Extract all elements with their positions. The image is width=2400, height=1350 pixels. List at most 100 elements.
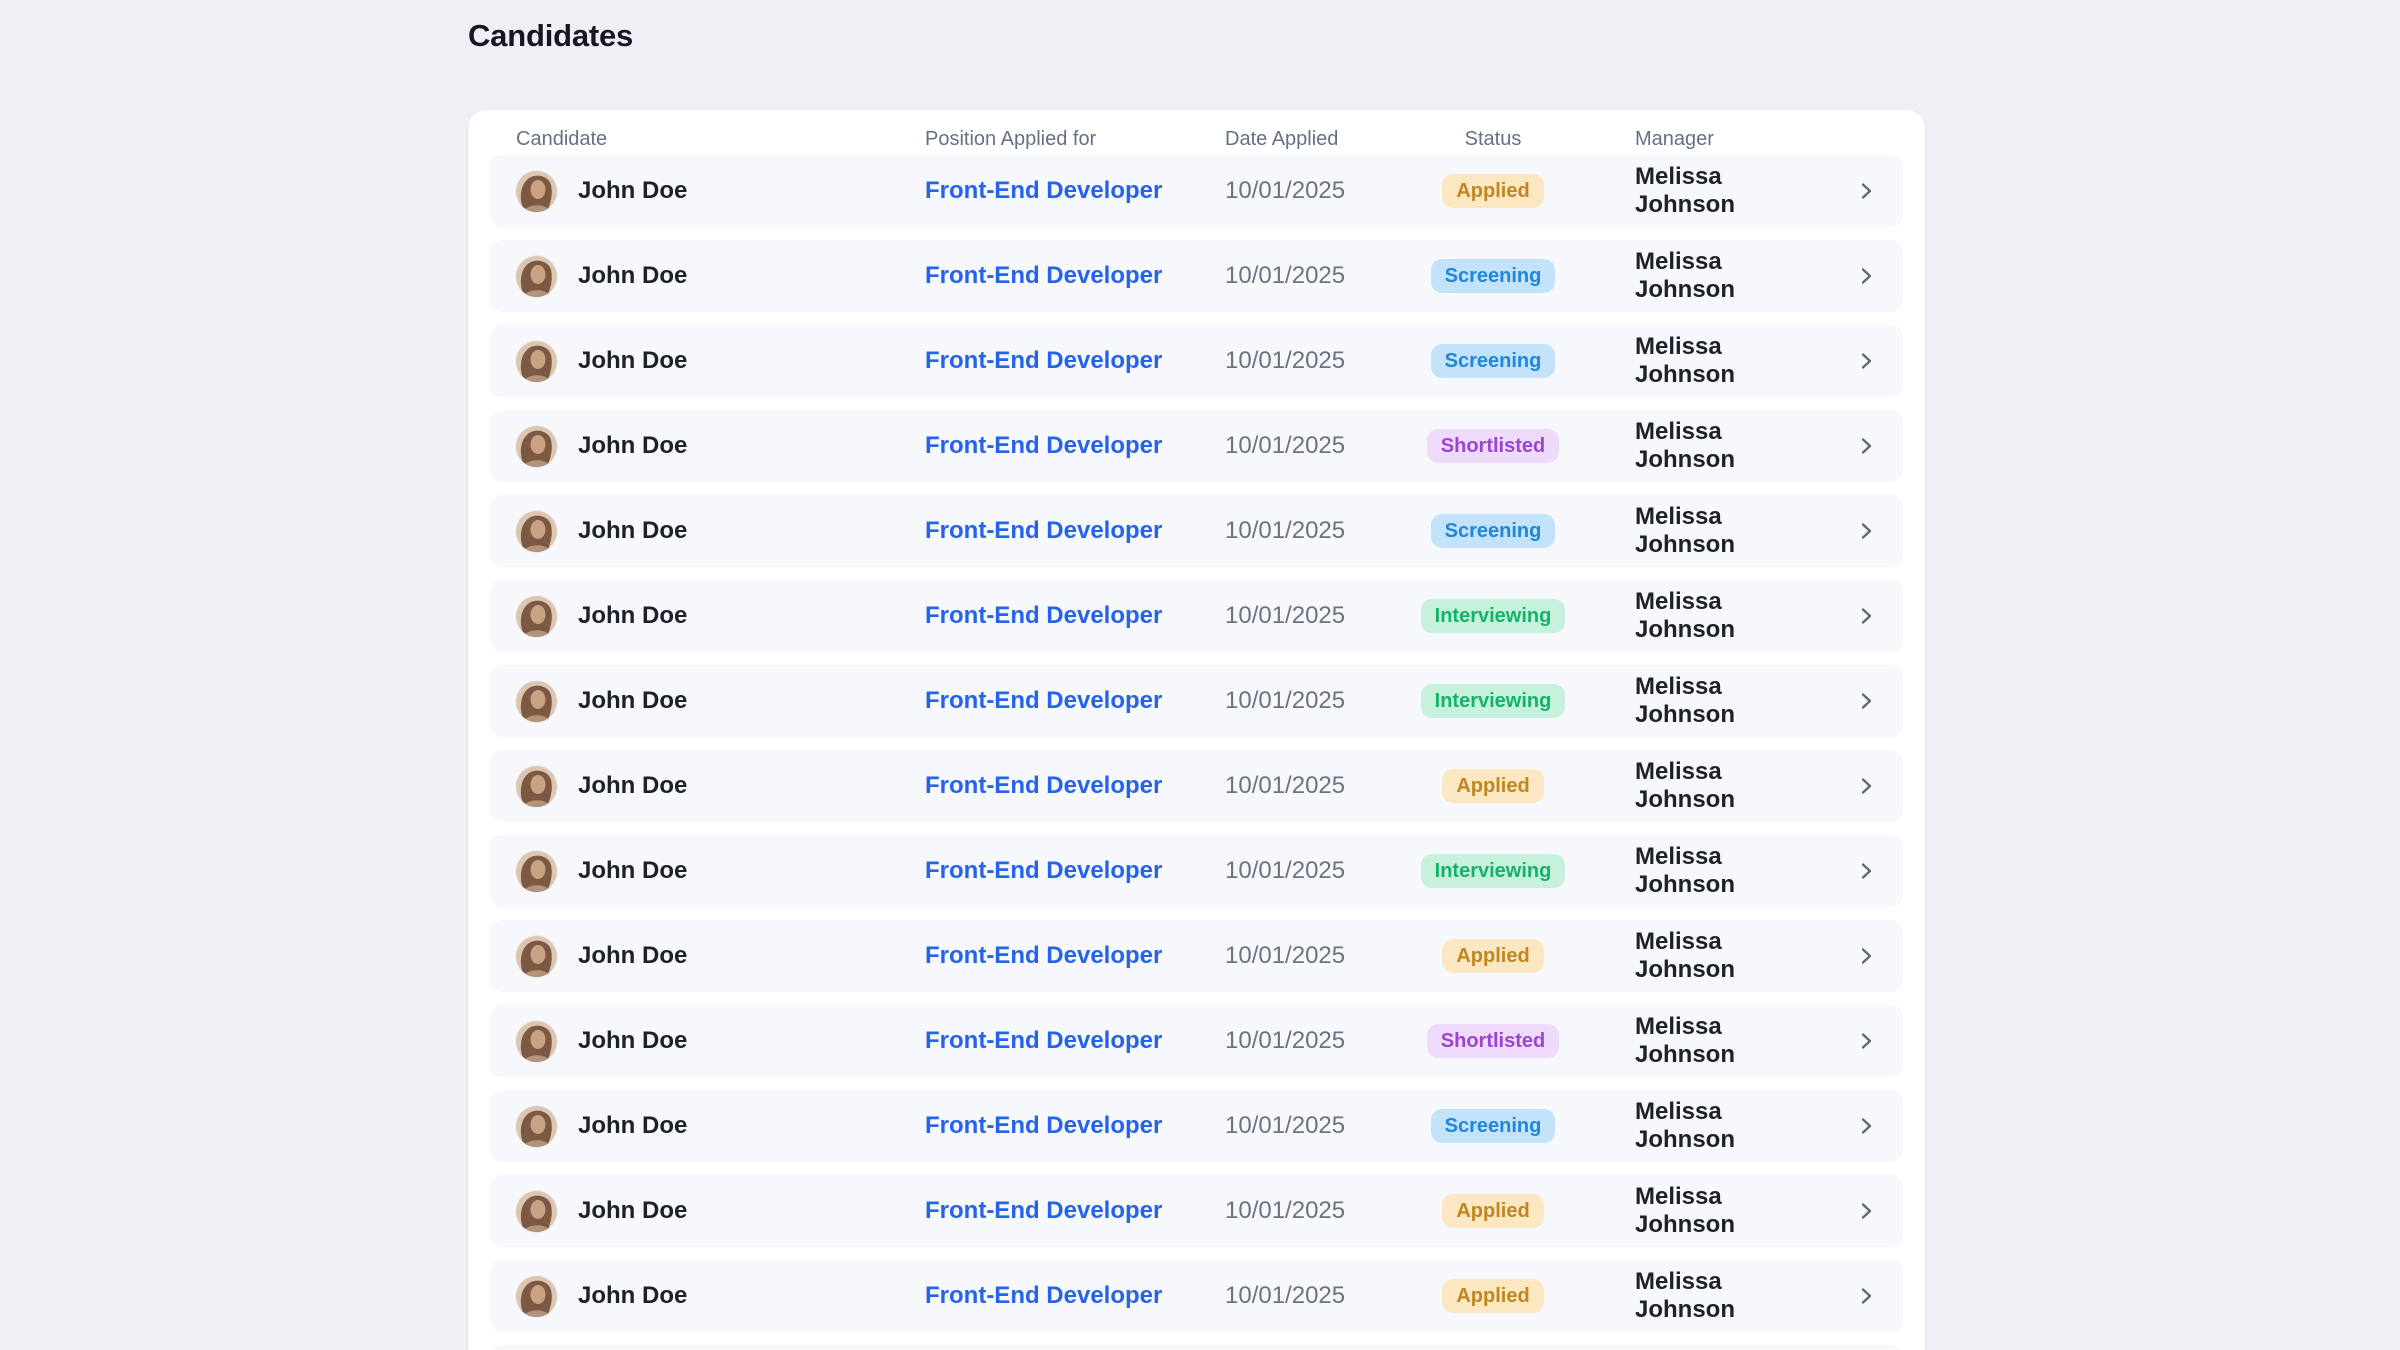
candidate-cell: John Doe [516, 170, 925, 212]
manager-name: Melissa Johnson [1635, 248, 1735, 303]
candidate-cell: John Doe [516, 510, 925, 552]
table-row[interactable]: John Doe Front-End Developer 10/01/2025 … [490, 750, 1903, 822]
column-header-status: Status [1464, 128, 1522, 150]
candidate-name: John Doe [578, 517, 688, 544]
table-row[interactable]: John Doe Front-End Developer 10/01/2025 … [490, 240, 1903, 312]
candidate-name: John Doe [578, 687, 688, 714]
manager-name: Melissa Johnson [1635, 1183, 1735, 1238]
chevron-right-icon [1855, 265, 1877, 287]
candidates-list: John Doe Front-End Developer 10/01/2025 … [490, 155, 1903, 1350]
avatar [516, 935, 557, 977]
position-link[interactable]: Front-End Developer [925, 602, 1163, 629]
date-applied: 10/01/2025 [1225, 772, 1346, 799]
position-link[interactable]: Front-End Developer [925, 1027, 1163, 1054]
table-row[interactable]: John Doe Front-End Developer 10/01/2025 … [490, 1005, 1903, 1077]
table-row[interactable]: John Doe Front-End Developer 10/01/2025 … [490, 835, 1903, 907]
position-link[interactable]: Front-End Developer [925, 432, 1163, 459]
position-link[interactable]: Front-End Developer [925, 347, 1163, 374]
table-row[interactable]: John Doe Front-End Developer 10/01/2025 … [490, 1260, 1903, 1332]
date-applied: 10/01/2025 [1225, 942, 1346, 969]
date-applied: 10/01/2025 [1225, 857, 1346, 884]
candidate-name: John Doe [578, 1112, 688, 1139]
manager-name: Melissa Johnson [1635, 673, 1735, 728]
chevron-right-icon [1855, 180, 1877, 202]
candidate-name: John Doe [578, 1197, 688, 1224]
position-link[interactable]: Front-End Developer [925, 857, 1163, 884]
status-badge: Interviewing [1420, 599, 1566, 633]
candidate-cell: John Doe [516, 255, 925, 297]
position-link[interactable]: Front-End Developer [925, 772, 1163, 799]
chevron-right-icon [1855, 350, 1877, 372]
chevron-right-icon [1855, 860, 1877, 882]
table-row[interactable]: John Doe Front-End Developer 10/01/2025 … [490, 1090, 1903, 1162]
candidate-cell: John Doe [516, 765, 925, 807]
table-row[interactable]: John Doe Front-End Developer 10/01/2025 … [490, 410, 1903, 482]
candidate-cell: John Doe [516, 850, 925, 892]
chevron-right-icon [1855, 775, 1877, 797]
position-link[interactable]: Front-End Developer [925, 1282, 1163, 1309]
table-row[interactable]: John Doe Front-End Developer 10/01/2025 … [490, 580, 1903, 652]
candidate-name: John Doe [578, 942, 688, 969]
manager-name: Melissa Johnson [1635, 588, 1735, 643]
avatar [516, 255, 557, 297]
avatar [516, 1190, 557, 1232]
position-link[interactable]: Front-End Developer [925, 1112, 1163, 1139]
date-applied: 10/01/2025 [1225, 602, 1346, 629]
candidate-name: John Doe [578, 347, 688, 374]
table-row[interactable]: John Doe Front-End Developer 10/01/2025 … [490, 325, 1903, 397]
date-applied: 10/01/2025 [1225, 262, 1346, 289]
candidate-name: John Doe [578, 857, 688, 884]
manager-name: Melissa Johnson [1635, 758, 1735, 813]
avatar [516, 850, 557, 892]
status-badge: Shortlisted [1426, 1024, 1560, 1058]
manager-name: Melissa Johnson [1635, 418, 1735, 473]
table-row[interactable]: John Doe Front-End Developer 10/01/2025 … [490, 1175, 1903, 1247]
status-badge: Interviewing [1420, 684, 1566, 718]
candidate-name: John Doe [578, 432, 688, 459]
chevron-right-icon [1855, 1285, 1877, 1307]
position-link[interactable]: Front-End Developer [925, 687, 1163, 714]
avatar [516, 1020, 557, 1062]
date-applied: 10/01/2025 [1225, 1027, 1346, 1054]
date-applied: 10/01/2025 [1225, 1197, 1346, 1224]
candidate-name: John Doe [578, 1282, 688, 1309]
position-link[interactable]: Front-End Developer [925, 517, 1163, 544]
candidate-cell: John Doe [516, 1020, 925, 1062]
chevron-right-icon [1855, 1030, 1877, 1052]
candidate-cell: John Doe [516, 935, 925, 977]
chevron-right-icon [1855, 1115, 1877, 1137]
position-link[interactable]: Front-End Developer [925, 177, 1163, 204]
candidate-cell: John Doe [516, 425, 925, 467]
candidates-card: Candidate Position Applied for Date Appl… [468, 110, 1925, 1350]
column-header-position: Position Applied for [925, 128, 1097, 150]
column-header-candidate: Candidate [516, 128, 608, 150]
date-applied: 10/01/2025 [1225, 432, 1346, 459]
candidate-name: John Doe [578, 602, 688, 629]
candidate-cell: John Doe [516, 1105, 925, 1147]
table-row[interactable]: John Doe Front-End Developer 10/01/2025 … [490, 920, 1903, 992]
avatar [516, 170, 557, 212]
candidate-cell: John Doe [516, 680, 925, 722]
candidate-cell: John Doe [516, 340, 925, 382]
avatar [516, 680, 557, 722]
candidate-name: John Doe [578, 177, 688, 204]
table-row[interactable]: John Doe Front-End Developer 10/01/2025 … [490, 665, 1903, 737]
candidate-cell: John Doe [516, 1275, 925, 1317]
candidate-name: John Doe [578, 262, 688, 289]
position-link[interactable]: Front-End Developer [925, 942, 1163, 969]
status-badge: Screening [1430, 514, 1556, 548]
position-link[interactable]: Front-End Developer [925, 262, 1163, 289]
candidate-cell: John Doe [516, 595, 925, 637]
date-applied: 10/01/2025 [1225, 1112, 1346, 1139]
avatar [516, 765, 557, 807]
table-row[interactable]: John Doe Front-End Developer 10/01/2025 … [490, 1345, 1903, 1350]
date-applied: 10/01/2025 [1225, 1282, 1346, 1309]
status-badge: Interviewing [1420, 854, 1566, 888]
table-row[interactable]: John Doe Front-End Developer 10/01/2025 … [490, 155, 1903, 227]
position-link[interactable]: Front-End Developer [925, 1197, 1163, 1224]
column-header-date: Date Applied [1225, 128, 1339, 150]
table-row[interactable]: John Doe Front-End Developer 10/01/2025 … [490, 495, 1903, 567]
status-badge: Shortlisted [1426, 429, 1560, 463]
status-badge: Applied [1442, 1194, 1544, 1228]
status-badge: Applied [1442, 769, 1544, 803]
